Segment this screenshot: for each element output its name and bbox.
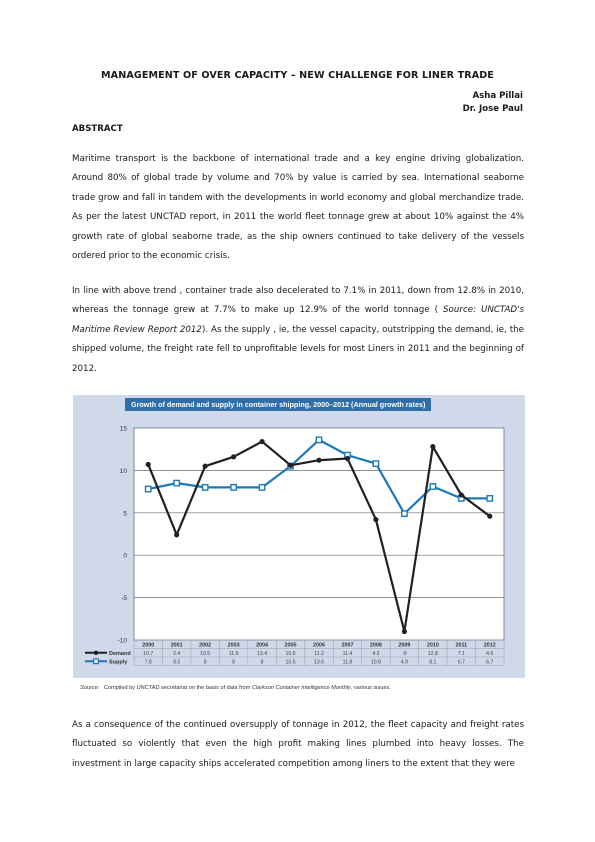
chart-title: Growth of demand and supply in container… [125, 398, 432, 411]
x-tick-label: 2011 [455, 643, 467, 649]
section-heading: ABSTRACT [72, 124, 123, 134]
source-text-b: , various issues. [350, 685, 391, 691]
data-point-supply [400, 510, 408, 518]
data-label-demand: 10.7 [143, 651, 153, 657]
data-label-demand: 11.6 [229, 651, 239, 657]
data-point-supply [315, 436, 323, 444]
y-tick-label: 5 [123, 510, 127, 517]
paragraph-2-text-a: In line with above trend , container tra… [72, 286, 524, 316]
legend-label-demand: Demand [109, 651, 131, 657]
x-tick-label: 2010 [427, 643, 439, 649]
figure-source: Source: Compiled by UNCTAD secretariat o… [80, 685, 391, 691]
paragraph-2: In line with above trend , container tra… [72, 282, 524, 379]
data-label-supply: 8.5 [173, 660, 180, 666]
data-point-supply [258, 483, 266, 491]
chart-svg: 15 10 5 0 -5 -10 2000 2001 2002 2003 2004 2005 2006 2… [85, 426, 505, 666]
data-label-supply: 10.5 [285, 660, 295, 666]
data-point-demand [487, 513, 493, 519]
x-tick-label: 2008 [370, 643, 382, 649]
data-label-demand: 11.4 [343, 651, 353, 657]
y-tick-label: -10 [118, 638, 128, 645]
data-point-supply [201, 483, 209, 491]
data-point-demand [458, 492, 464, 498]
source-text-italic: Clarkson Container Intelligence Monthly [251, 685, 351, 691]
y-tick-label: -5 [121, 595, 127, 602]
chart-figure: 15 10 5 0 -5 -10 2000 2001 2002 2003 2004 2005 2006 2… [73, 395, 525, 678]
data-label-demand: 10.5 [200, 651, 210, 657]
y-tick-label: 0 [123, 553, 127, 560]
paper-title: MANAGEMENT OF OVER CAPACITY – NEW CHALLE… [101, 70, 494, 81]
source-text-a: Compiled by UNCTAD secretariat on the ba… [103, 685, 252, 691]
data-label-supply: 8.1 [429, 660, 436, 666]
x-tick-label: 2000 [142, 643, 154, 649]
x-tick-label: 2002 [199, 643, 211, 649]
paragraph-2-text-b: ). As the supply , ie, the vessel capaci… [72, 324, 524, 374]
data-label-supply: 4.9 [401, 660, 408, 666]
legend-label-supply: Supply [109, 660, 128, 666]
data-label-demand: 4.2 [372, 651, 379, 657]
data-label-supply: 6.7 [458, 660, 465, 666]
paragraph-2-source: Source: UNCTAD's Maritime Review Report … [72, 305, 524, 335]
data-point-supply [144, 485, 152, 493]
x-tick-label: 2003 [228, 643, 240, 649]
author-1: Asha Pillai [472, 91, 523, 101]
data-point-demand [202, 463, 208, 469]
data-point-supply [486, 494, 494, 502]
data-label-demand: 13.4 [257, 651, 267, 657]
x-tick-label: 2009 [398, 643, 410, 649]
data-label-supply: 10.8 [371, 660, 381, 666]
x-tick-label: 2004 [256, 643, 268, 649]
x-tick-label: 2007 [341, 643, 353, 649]
data-point-demand [316, 457, 322, 463]
data-point-demand [344, 455, 351, 462]
data-point-supply [230, 483, 238, 491]
data-label-demand: 4.6 [486, 651, 493, 657]
data-label-supply: 13.6 [314, 660, 324, 666]
legend-marker-supply [93, 658, 99, 665]
paragraph-3: As a consequence of the continued oversu… [72, 720, 524, 769]
data-label-supply: 8 [261, 660, 264, 666]
x-tick-label: 2012 [484, 643, 496, 649]
data-label-supply: 7.8 [145, 660, 152, 666]
data-point-demand [174, 532, 180, 538]
data-label-supply: 6.7 [486, 660, 493, 666]
data-point-demand [259, 438, 265, 445]
author-2: Dr. Jose Paul [462, 104, 523, 114]
y-tick-label: 10 [120, 468, 128, 475]
data-label-demand: 11.2 [314, 651, 324, 657]
data-point-demand [231, 454, 237, 460]
data-point-demand [401, 628, 407, 635]
data-point-supply [173, 479, 181, 487]
data-point-demand [145, 461, 151, 468]
x-tick-label: 2001 [171, 643, 183, 649]
data-label-supply: 8 [232, 660, 235, 666]
paragraph-1: Maritime transport is the backbone of in… [72, 154, 524, 262]
legend-marker-demand [93, 650, 99, 655]
data-point-supply [429, 483, 437, 490]
data-label-demand: 7.1 [458, 651, 465, 657]
data-point-demand [373, 516, 379, 523]
data-label-supply: 8 [204, 660, 207, 666]
data-point-supply [372, 460, 380, 468]
data-label-demand: 10.6 [285, 651, 295, 657]
x-tick-label: 2005 [285, 643, 297, 649]
data-label-demand: -9 [402, 651, 407, 657]
y-tick-label: 15 [120, 426, 128, 433]
source-label: Source: [80, 685, 100, 691]
data-label-demand: 2.4 [173, 651, 180, 657]
data-point-demand [287, 462, 294, 468]
x-tick-label: 2006 [313, 643, 325, 649]
data-label-supply: 11.8 [343, 660, 353, 666]
data-label-demand: 12.8 [428, 651, 438, 657]
data-point-demand [430, 444, 436, 450]
